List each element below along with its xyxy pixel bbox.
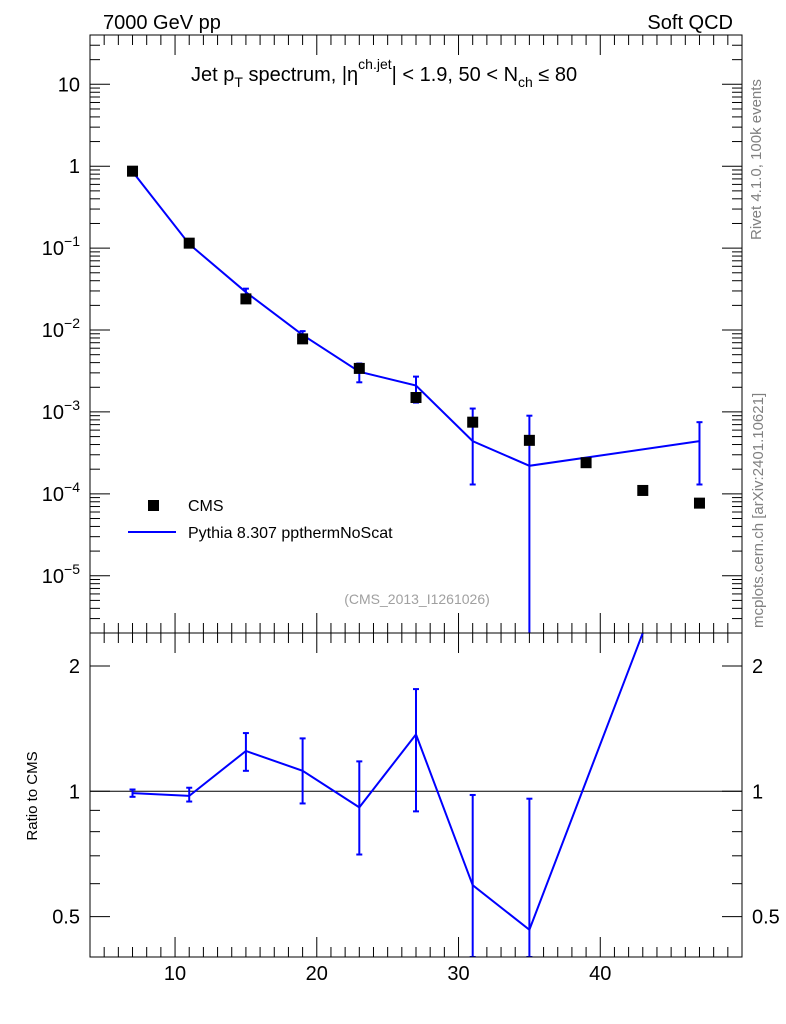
- header-left-label: 7000 GeV pp: [103, 12, 221, 34]
- ratio-ytick-label: 0.5: [52, 907, 80, 929]
- main-ytick-label: 10−2: [42, 315, 80, 342]
- mcplots-source-label: mcplots.cern.ch [arXiv:2401.10621]: [750, 393, 767, 628]
- ratio-plot-frame: [89, 632, 743, 958]
- main-ytick-label: 10−4: [42, 479, 80, 506]
- rivet-version-label: Rivet 4.1.0, 100k events: [748, 79, 765, 240]
- ratio-ytick-label-right: 1: [752, 781, 763, 803]
- main-ytick-label: 10: [58, 74, 80, 96]
- legend-pythia-label: Pythia 8.307 ppthermNoScat: [188, 525, 393, 542]
- legend-cms-label: CMS: [188, 498, 224, 515]
- main-series: [127, 165, 705, 633]
- legend-cms-marker: [148, 500, 159, 511]
- ratio-ytick-label-right: 0.5: [752, 907, 780, 929]
- main-ytick-label: 10−1: [42, 233, 80, 260]
- cms-data-point: [523, 434, 535, 446]
- cms-data-point: [410, 392, 422, 404]
- cms-data-point: [637, 484, 649, 496]
- xtick-label: 30: [447, 963, 469, 985]
- main-ytick-label: 10−5: [42, 561, 80, 588]
- ratio-series: [90, 633, 742, 957]
- ratio-series-clipped: [90, 633, 742, 957]
- cms-data-point: [297, 333, 309, 345]
- header-right-label: Soft QCD: [647, 12, 733, 34]
- main-series-clipped: [127, 165, 705, 633]
- cms-data-point: [580, 457, 592, 469]
- xtick-label: 20: [306, 963, 328, 985]
- main-axis-ticks: 10 1 10−1 10−2 10−3 10−4 10−5: [42, 34, 742, 634]
- ratio-ytick-label-right: 2: [752, 656, 763, 678]
- cms-data-point: [693, 497, 705, 509]
- cms-data-point: [353, 362, 365, 374]
- cms-data-point: [183, 237, 195, 249]
- legend: CMS Pythia 8.307 ppthermNoScat: [128, 498, 393, 542]
- main-ytick-label: 1: [69, 156, 80, 178]
- cms-data-point: [240, 293, 252, 305]
- ratio-line: [132, 633, 644, 932]
- cms-data-point: [127, 165, 139, 177]
- cms-data-point: [467, 416, 479, 428]
- ratio-ytick-label: 2: [69, 656, 80, 678]
- xtick-label: 40: [589, 963, 611, 985]
- chart-title: Jet pT spectrum, |ηch.jet| < 1.9, 50 < N…: [191, 56, 577, 90]
- ratio-ylabel: Ratio to CMS: [24, 751, 41, 840]
- ratio-ytick-label: 1: [69, 781, 80, 803]
- xtick-label: 10: [164, 963, 186, 985]
- main-ytick-label: 10−3: [42, 397, 80, 424]
- analysis-id-label: (CMS_2013_I1261026): [344, 591, 490, 607]
- main-plot-frame: [89, 34, 743, 634]
- ratio-axis-ticks: 2 2 1 1 0.5 0.5 10 20 30 40: [52, 633, 780, 985]
- pythia-line: [131, 170, 700, 467]
